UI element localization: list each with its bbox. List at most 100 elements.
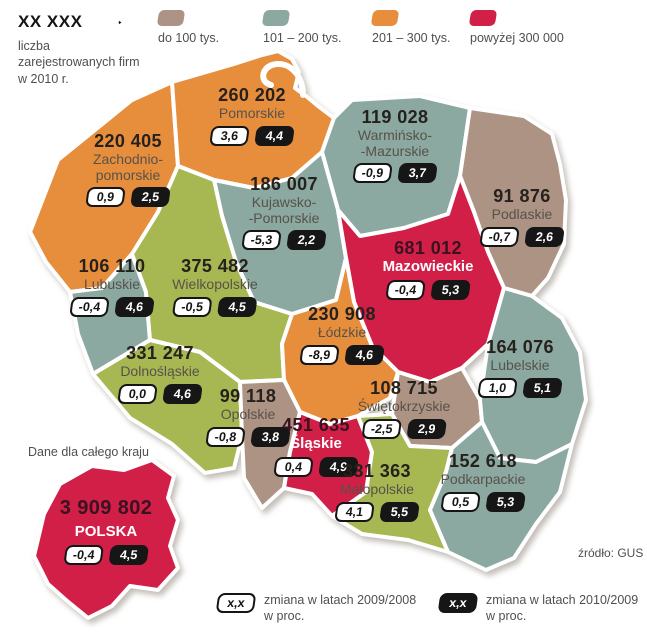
change-2010-2009-badge: 4,5 [108, 545, 149, 565]
region-value: 106 110 [78, 256, 146, 276]
source-credit: źródło: GUS [578, 546, 644, 560]
region-name: Małopolskie [340, 480, 414, 497]
region-value: 331 363 [343, 461, 411, 481]
region-value: 119 028 [361, 107, 429, 127]
change-2009-2008-badge: -0,4 [69, 296, 110, 317]
change-2010-2009-badge: 2,9 [406, 418, 447, 439]
change-2010-2009-badge: 4,4 [254, 125, 295, 146]
change-2009-2008-badge: -0,8 [205, 426, 246, 447]
region-name: Kujawsko- -Pomorskie [248, 193, 320, 226]
region-changes: 0,5 5,3 [440, 491, 526, 512]
change-2010-2009-badge: 4,6 [162, 383, 203, 404]
change-2010-2009-badge: 2,2 [286, 230, 327, 251]
change-2010-2009-badge: 2,5 [130, 187, 171, 208]
arrow-right-icon [108, 16, 126, 28]
change-2009-2008-badge: 0,4 [273, 456, 314, 477]
header: XX XXX [18, 12, 126, 32]
country-note: Dane dla całego kraju [28, 445, 149, 459]
black-badge-sample: x,x [437, 593, 479, 613]
change-2010-2009-badge: 4,6 [344, 344, 385, 365]
region-changes: -0,4 5,3 [383, 279, 474, 300]
region-value: 164 076 [486, 337, 554, 357]
region-name: Lubuskie [83, 275, 141, 292]
region-name: Lubelskie [490, 356, 550, 373]
region-value: 152 618 [449, 451, 517, 471]
region-label-zachodniopomorskie: 220 405 Zachodnio- pomorskie 0,9 2,5 [85, 131, 171, 208]
region-value: 186 007 [250, 174, 318, 194]
change-2009-2008-badge: 4,1 [334, 501, 375, 522]
white-badge-sample: x,x [215, 593, 257, 613]
region-label-kujawsko-pomorskie: 186 007 Kujawsko- -Pomorskie -5,3 2,2 [241, 174, 327, 251]
region-label-swietokrzyskie: 108 715 Świętokrzyskie -2,5 2,9 [357, 378, 451, 439]
change-2009-2008-badge: 0,9 [85, 187, 126, 208]
legend-item-201-300k: 201 – 300 tys. [370, 10, 451, 45]
country-name: POLSKA [74, 523, 138, 540]
region-label-mazowieckie: 681 012 Mazowieckie -0,4 5,3 [382, 238, 474, 300]
change-2009-2008-badge: 0,5 [440, 491, 481, 512]
legend-item-101-200k: 101 – 200 tys. [261, 10, 342, 45]
sample-value-label: XX XXX [18, 12, 83, 31]
region-label-slaskie: 451 635 Śląskie 0,4 4,9 [273, 416, 359, 477]
change-2010-2009-badge: 4,5 [217, 296, 258, 317]
region-label-lubuskie: 106 110 Lubuskie -0,4 4,6 [69, 256, 155, 317]
region-changes: -0,4 4,6 [69, 296, 155, 317]
change-2010-2009-badge: 5,1 [522, 377, 563, 398]
region-changes: -8,9 4,6 [299, 344, 385, 365]
region-value: 331 247 [126, 343, 194, 363]
region-label-pomorskie: 260 202 Pomorskie 3,6 4,4 [209, 85, 295, 146]
country-changes: -0,4 4,5 [60, 545, 153, 565]
change-2010-2009-badge: 5,5 [379, 501, 420, 522]
region-value: 91 876 [493, 186, 551, 206]
region-value: 375 482 [181, 256, 249, 276]
region-label-podkarpackie: 152 618 Podkarpackie 0,5 5,3 [440, 451, 526, 512]
region-name: Wielkopolskie [172, 275, 258, 292]
change-2009-2008-badge: -5,3 [241, 230, 282, 251]
legend-item-under-100k: do 100 tys. [156, 10, 220, 45]
change-2009-2008-badge: 1,0 [477, 377, 518, 398]
region-value: 260 202 [218, 85, 286, 105]
change-2009-2008-badge: 0,0 [117, 383, 158, 404]
change-2009-2008-badge: -0,5 [172, 296, 213, 317]
region-name: Śląskie [290, 434, 342, 452]
region-name: Zachodnio- pomorskie [92, 150, 164, 183]
change-2009-2008-badge: -8,9 [299, 344, 340, 365]
poland-country-shape [32, 458, 180, 620]
change-2010-2009-badge: 5,3 [430, 279, 471, 300]
region-changes: 1,0 5,1 [477, 377, 563, 398]
region-label-warminsko-mazurskie: 119 028 Warmińsko- -Mazurskie -0,9 3,7 [352, 107, 438, 184]
footnote-text: zmiana w latach 2010/2009 w proc. [486, 593, 639, 624]
legend-label: do 100 tys. [158, 31, 220, 45]
region-changes: -5,3 2,2 [241, 230, 327, 251]
footnote-text: zmiana w latach 2009/2008 w proc. [264, 593, 417, 624]
region-shape-dolnoslaskie [91, 338, 244, 475]
legend-label: 101 – 200 tys. [263, 31, 342, 45]
change-2009-2008-badge: 3,6 [209, 125, 250, 146]
region-label-dolnoslaskie: 331 247 Dolnośląskie 0,0 4,6 [117, 343, 203, 404]
change-2009-2008-badge: -0,9 [352, 163, 393, 184]
change-2009-2008-badge: -2,5 [361, 418, 402, 439]
country-label: 3 909 802 POLSKA -0,4 4,5 [60, 497, 153, 565]
region-changes: -2,5 2,9 [358, 418, 451, 439]
region-value: 681 012 [394, 238, 462, 258]
legend-item-over-300k: powyżej 300 000 [468, 10, 564, 45]
region-value: 99 118 [219, 386, 277, 406]
region-value: 108 715 [370, 378, 438, 398]
region-name: Świętokrzyskie [357, 397, 451, 414]
region-name: Opolskie [220, 405, 276, 422]
region-value: 220 405 [94, 131, 162, 151]
footnote-change-2010-2009: x,x zmiana w latach 2010/2009 w proc. [437, 592, 639, 625]
region-name: Łódzkie [317, 323, 367, 340]
header-description: liczba zarejestrowanych firm w 2010 r. [18, 39, 140, 86]
change-2009-2008-badge: -0,7 [479, 226, 520, 247]
hel-peninsula-curl [260, 61, 306, 98]
change-2010-2009-badge: 2,6 [524, 226, 565, 247]
region-changes: 0,0 4,6 [117, 383, 203, 404]
change-2009-2008-badge: -0,4 [385, 279, 426, 300]
legend-label: powyżej 300 000 [470, 31, 564, 45]
region-changes: 0,9 2,5 [85, 187, 171, 208]
change-2010-2009-badge: 5,3 [485, 491, 526, 512]
footnote-change-2009-2008: x,x zmiana w latach 2009/2008 w proc. [215, 592, 417, 625]
region-name: Mazowieckie [382, 257, 474, 275]
